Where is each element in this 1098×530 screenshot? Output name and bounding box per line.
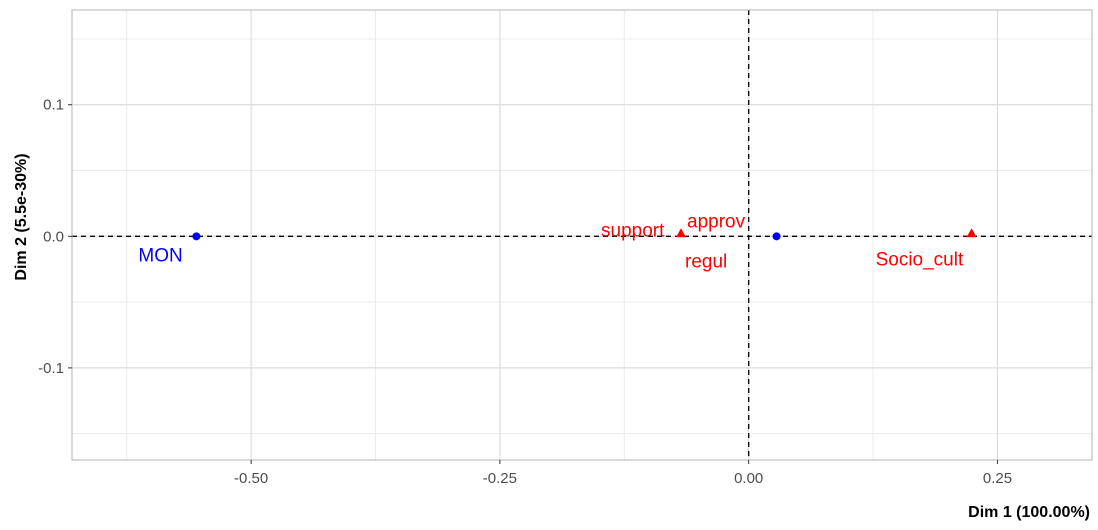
y-tick-label: 0.1 xyxy=(43,97,64,114)
plot-panel-border xyxy=(71,9,1093,461)
y-tick-label: 0.0 xyxy=(43,228,64,245)
data-point xyxy=(966,228,977,238)
point-labels-layer: MON support approv regul Socio_cult xyxy=(138,212,964,273)
x-tick-label: 0.25 xyxy=(983,470,1012,487)
point-label: regul xyxy=(685,252,727,273)
reference-lines xyxy=(72,10,1092,460)
x-tick-label: -0.25 xyxy=(483,470,517,487)
data-point xyxy=(676,228,686,238)
x-tick-label: -0.50 xyxy=(234,470,268,487)
grid-layer xyxy=(72,10,1092,460)
data-point xyxy=(192,232,201,241)
y-axis-title: Dim 2 (5.5e-30%) xyxy=(13,153,30,280)
data-point xyxy=(772,232,781,241)
axis-layer: -0.50 -0.25 0.00 0.25 -0.1 0.0 0.1 xyxy=(38,97,1012,487)
x-tick-label: 0.00 xyxy=(734,470,763,487)
x-axis-title: Dim 1 (100.00%) xyxy=(968,504,1090,521)
point-label: support xyxy=(601,221,665,242)
point-label: MON xyxy=(138,245,182,266)
point-label: approv xyxy=(687,212,746,233)
points-layer xyxy=(192,228,977,241)
point-label: Socio_cult xyxy=(876,250,964,271)
y-tick-label: -0.1 xyxy=(38,360,64,377)
